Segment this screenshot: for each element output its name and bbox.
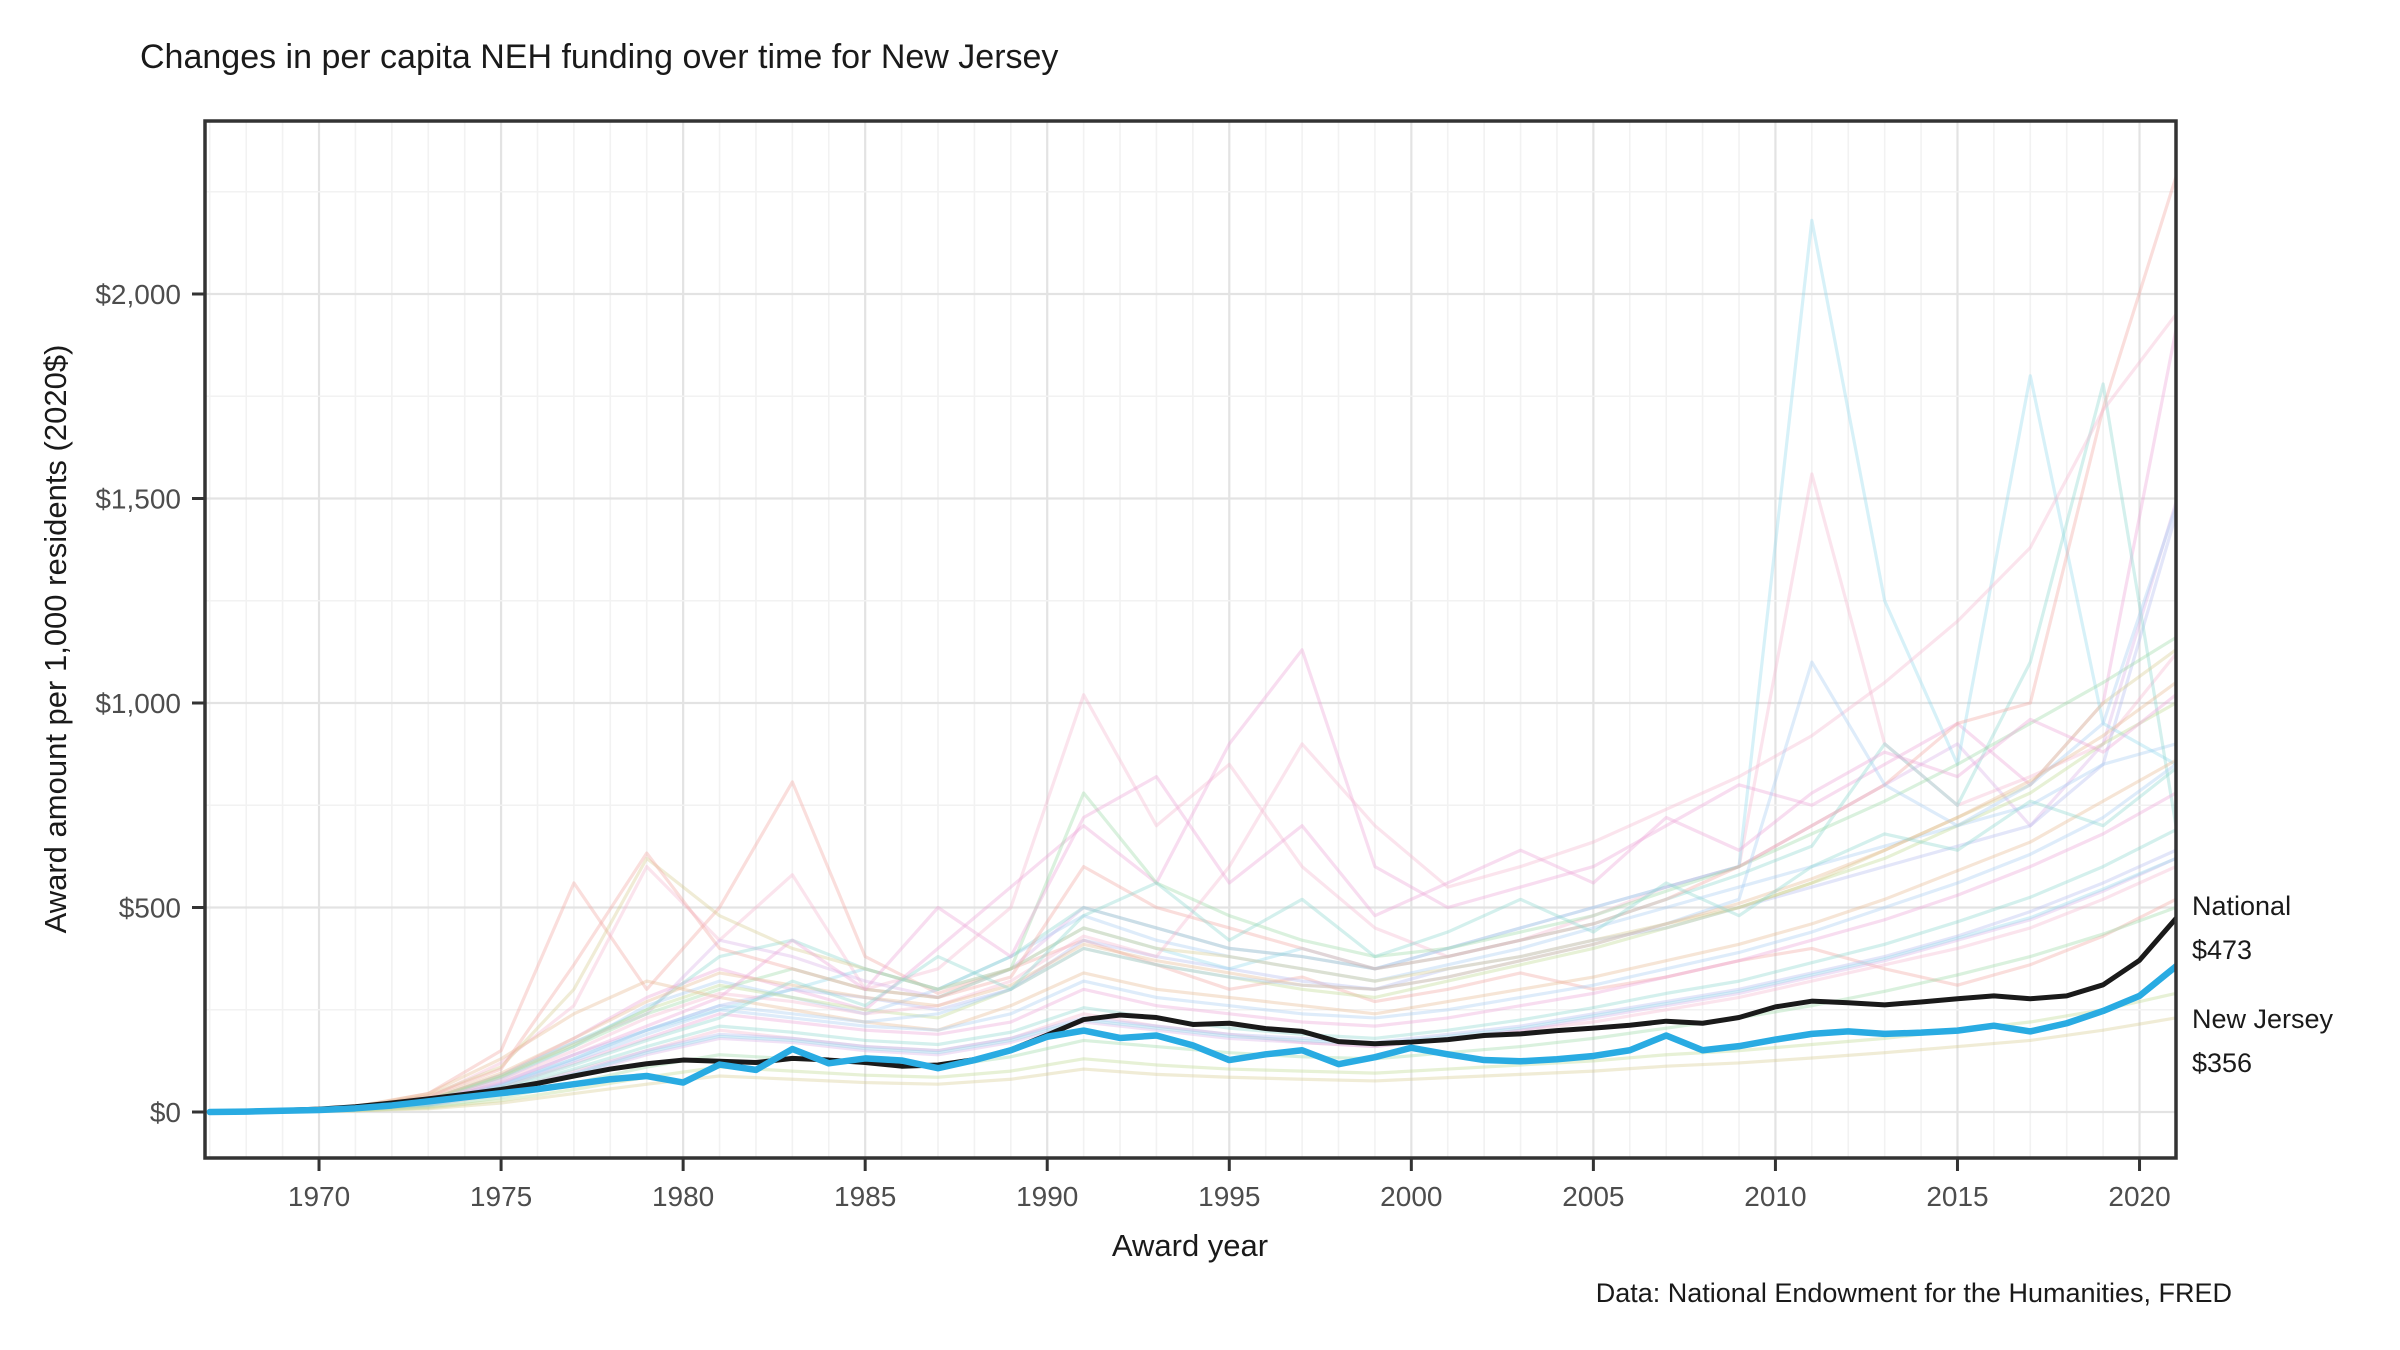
y-tick-label: $2,000 — [95, 279, 181, 310]
background-line — [208, 780, 2176, 1114]
background-line — [208, 1016, 2176, 1114]
x-tick-label: 2010 — [1744, 1181, 1806, 1212]
background-line — [208, 635, 2176, 1114]
national-annotation-value: $473 — [2192, 935, 2252, 965]
y-axis-tick-labels: $0 $500 $1,000 $1,500 $2,000 — [95, 279, 181, 1128]
chart-title: Changes in per capita NEH funding over t… — [140, 38, 1058, 76]
background-line — [208, 680, 2176, 1114]
x-tick-label: 1970 — [288, 1181, 350, 1212]
new-jersey-annotation-value: $356 — [2192, 1048, 2252, 1078]
panel-border — [203, 119, 2178, 1160]
background-line — [208, 701, 2176, 1114]
y-tick-label: $500 — [119, 893, 181, 924]
new-jersey-line — [206, 963, 2176, 1116]
background-line — [208, 472, 2176, 1114]
national-annotation: National $473 — [2192, 891, 2291, 965]
background-line — [208, 500, 2176, 1114]
x-tick-label: 1995 — [1198, 1181, 1260, 1212]
background-line — [208, 328, 2176, 1114]
background-line — [208, 791, 2176, 1114]
background-line — [208, 991, 2176, 1114]
background-line — [208, 505, 2176, 1114]
background-line — [208, 382, 2176, 1114]
background-line — [208, 648, 2176, 1114]
background-line — [208, 762, 2176, 1114]
background-line — [208, 766, 2176, 1114]
new-jersey-annotation-label: New Jersey — [2192, 1004, 2334, 1034]
x-tick-label: 2015 — [1926, 1181, 1988, 1212]
x-tick-label: 1985 — [834, 1181, 896, 1212]
x-tick-label: 1990 — [1016, 1181, 1078, 1212]
background-line — [208, 693, 2176, 1114]
x-tick-label: 2005 — [1562, 1181, 1624, 1212]
x-tick-label: 1975 — [470, 1181, 532, 1212]
background-line — [208, 312, 2176, 1114]
background-line — [208, 513, 2176, 1114]
x-tick-label: 2000 — [1380, 1181, 1442, 1212]
background-line — [208, 758, 2176, 1114]
background-line — [208, 175, 2176, 1114]
x-tick-label: 1980 — [652, 1181, 714, 1212]
gridlines — [205, 121, 2177, 1158]
x-tick-label: 2020 — [2108, 1181, 2170, 1212]
axis-ticks — [192, 292, 2142, 1171]
y-tick-label: $1,500 — [95, 484, 181, 515]
background-line — [208, 218, 2176, 1114]
highlighted-lines — [206, 916, 2176, 1116]
national-line — [207, 916, 2176, 1115]
background-line — [208, 742, 2176, 1114]
y-tick-label: $0 — [150, 1097, 181, 1128]
caption: Data: National Endowment for the Humanit… — [1596, 1278, 2232, 1308]
new-jersey-annotation: New Jersey $356 — [2192, 1004, 2334, 1078]
national-annotation-label: National — [2192, 891, 2291, 921]
x-axis-title: Award year — [1112, 1228, 1268, 1263]
x-axis-tick-labels: 1970 1975 1980 1985 1990 1995 2000 2005 2010 2015… — [288, 1181, 2171, 1212]
y-axis-title: Award amount per 1,000 residents (2020$) — [38, 345, 73, 934]
y-tick-label: $1,000 — [95, 688, 181, 719]
